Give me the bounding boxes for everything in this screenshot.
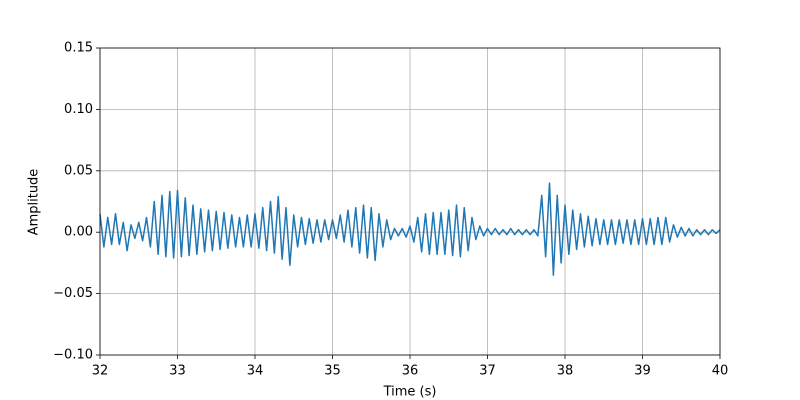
x-tick-label: 38: [557, 364, 574, 379]
y-tick-label: 0.05: [64, 163, 93, 178]
y-tick-label: 0.15: [64, 41, 93, 56]
x-axis-label: Time (s): [383, 385, 437, 400]
x-tick-label: 34: [247, 364, 264, 379]
x-tick-label: 36: [402, 364, 419, 379]
x-tick-label: 32: [92, 364, 109, 379]
plot-frame: [99, 47, 721, 356]
y-tick-label: −0.05: [53, 286, 93, 301]
y-tick-label: 0.10: [64, 102, 93, 117]
x-tick-label: 35: [324, 364, 341, 379]
x-tick-label: 39: [634, 364, 651, 379]
x-tick-label: 33: [169, 364, 186, 379]
waveform-line: [99, 182, 721, 276]
y-tick-label: −0.10: [53, 348, 93, 363]
x-tick-label: 37: [479, 364, 496, 379]
y-tick-label: 0.00: [64, 225, 93, 240]
x-tick-label: 40: [712, 364, 729, 379]
y-axis-label: Amplitude: [27, 169, 42, 236]
